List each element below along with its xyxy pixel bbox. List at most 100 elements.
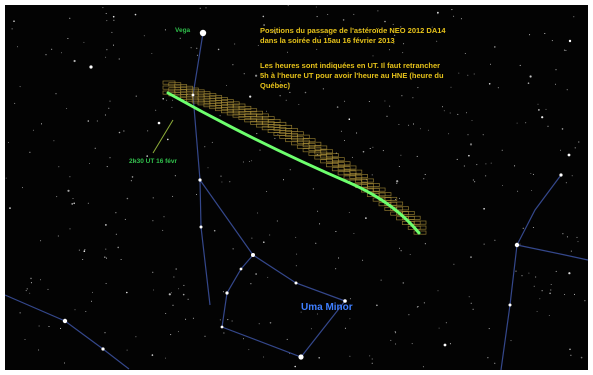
faint-star: [485, 163, 487, 165]
faint-star: [445, 322, 447, 324]
faint-star: [453, 263, 455, 265]
faint-star: [250, 283, 252, 285]
faint-star: [470, 256, 472, 258]
faint-star: [171, 106, 173, 108]
faint-star: [258, 323, 260, 325]
faint-star: [84, 249, 86, 251]
faint-star: [316, 16, 318, 18]
faint-star: [371, 174, 373, 176]
faint-star: [344, 327, 346, 329]
faint-star: [69, 176, 71, 178]
faint-star: [104, 114, 106, 116]
track-hour-label: [413, 230, 427, 235]
faint-star: [115, 212, 117, 214]
faint-star: [147, 130, 149, 132]
faint-star: [131, 176, 134, 178]
faint-star: [348, 212, 350, 213]
asteroid-track-labels: [162, 80, 427, 235]
faint-star: [390, 339, 392, 341]
faint-star: [87, 202, 89, 204]
faint-star: [183, 284, 185, 286]
faint-star: [126, 197, 129, 200]
faint-star: [67, 38, 69, 39]
faint-star: [532, 173, 534, 175]
faint-star: [474, 181, 476, 183]
faint-star: [22, 187, 23, 189]
faint-star: [488, 328, 490, 330]
faint-star: [120, 259, 122, 260]
faint-star: [207, 167, 209, 169]
faint-star: [550, 289, 552, 291]
note-line: 5h à l'heure UT pour avoir l'heure au HN…: [260, 71, 444, 80]
faint-star: [362, 150, 365, 153]
faint-star: [335, 231, 337, 232]
faint-star: [467, 134, 469, 136]
faint-star: [85, 311, 87, 312]
faint-star: [398, 166, 400, 167]
faint-star: [436, 40, 438, 42]
faint-star: [40, 279, 41, 281]
faint-star: [256, 133, 258, 135]
faint-star: [514, 165, 516, 167]
faint-star: [151, 53, 153, 54]
faint-star: [547, 125, 549, 127]
faint-star: [172, 304, 174, 306]
faint-star: [66, 108, 68, 109]
faint-star: [460, 18, 462, 20]
faint-star: [19, 86, 21, 88]
faint-star: [106, 257, 107, 259]
faint-star: [562, 233, 564, 235]
faint-star: [532, 227, 534, 228]
faint-star: [281, 86, 283, 88]
faint-star: [412, 97, 414, 99]
faint-star: [468, 296, 470, 298]
star-label-vega: Vega: [175, 27, 191, 34]
faint-star: [7, 142, 9, 143]
faint-star: [106, 20, 108, 22]
faint-star: [322, 88, 324, 90]
faint-star: [312, 188, 314, 190]
faint-star: [56, 196, 58, 198]
track-hour-label: [372, 187, 386, 192]
faint-star: [537, 103, 539, 105]
constellation-line-upper: [199, 179, 346, 302]
faint-star: [130, 180, 132, 182]
faint-star: [571, 175, 573, 177]
track-hour-label: [320, 149, 333, 154]
faint-star: [384, 100, 386, 102]
faint-star: [53, 140, 55, 142]
track-hour-label: [407, 215, 421, 220]
faint-star: [87, 120, 90, 122]
faint-star: [151, 354, 154, 356]
faint-star: [471, 120, 473, 121]
faint-star: [472, 308, 474, 310]
faint-star: [19, 312, 21, 314]
faint-star: [362, 259, 364, 261]
faint-star: [463, 165, 465, 167]
star: [567, 153, 571, 157]
star: [514, 242, 520, 248]
faint-star: [576, 236, 578, 238]
faint-star: [25, 290, 27, 292]
faint-star: [172, 195, 174, 197]
faint-star: [14, 102, 16, 104]
faint-star: [219, 319, 221, 321]
faint-star: [199, 7, 201, 9]
faint-star: [382, 150, 384, 152]
faint-star: [300, 311, 302, 313]
faint-star: [386, 115, 388, 117]
constellation-line-bottom-left: [5, 294, 130, 370]
faint-star: [9, 207, 11, 209]
faint-star: [409, 254, 411, 255]
faint-star: [402, 52, 404, 54]
faint-star: [451, 9, 453, 11]
faint-star: [287, 5, 289, 7]
faint-star: [175, 268, 177, 270]
faint-star: [570, 354, 572, 356]
faint-star: [555, 69, 557, 71]
faint-star: [395, 343, 397, 345]
star: [239, 267, 243, 271]
faint-star: [134, 13, 137, 16]
star: [62, 318, 68, 324]
faint-star: [494, 239, 496, 241]
